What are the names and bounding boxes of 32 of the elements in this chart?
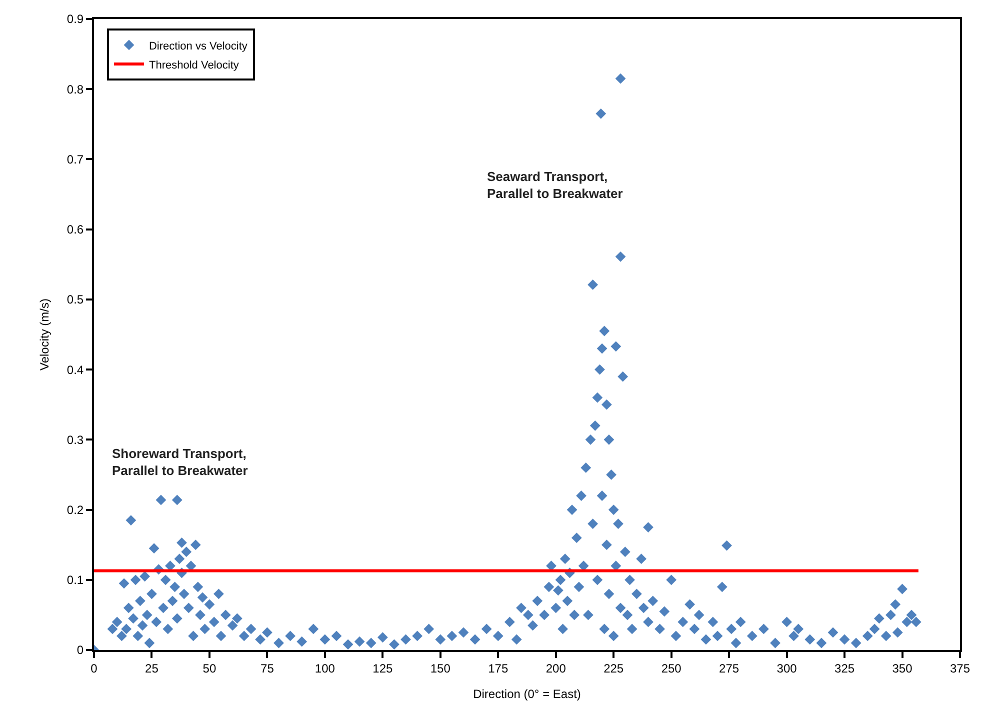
y-tick-label: 0.9 [66,12,84,26]
x-tick-label: 75 [260,661,274,676]
y-axis-title: Velocity (m/s) [38,298,52,371]
legend-label: Direction vs Velocity [148,40,248,52]
x-tick-label: 150 [430,661,451,676]
x-tick-label: 175 [488,661,508,676]
y-tick-label: 0.3 [66,432,84,447]
x-tick-label: 50 [202,661,216,676]
legend-label: Threshold Velocity [148,59,240,72]
y-tick-label: 0 [76,643,84,658]
annotation: Seaward Transport, Parallel to Breakwater [487,169,623,201]
x-tick-label: 25 [145,661,159,676]
x-tick-label: 300 [776,661,798,676]
x-tick-label: 125 [372,661,393,676]
x-tick-label: 250 [661,661,682,676]
y-tick-label: 0.4 [66,362,84,377]
x-tick-label: 225 [604,661,624,676]
x-tick-label: 100 [314,661,336,676]
x-tick-label: 200 [546,661,566,676]
x-tick-label: 275 [719,661,740,676]
y-tick-label: 0.7 [66,152,84,166]
x-axis-title: Direction (0° = East) [473,686,581,701]
y-tick-label: 0.8 [66,82,84,96]
y-tick-label: 0.5 [66,292,84,307]
y-tick-label: 0.2 [66,502,84,517]
x-tick-label: 375 [950,661,970,676]
y-tick-label: 0.1 [66,573,84,588]
x-tick-label: 325 [834,661,855,676]
x-tick-label: 350 [892,661,913,676]
x-tick-label: 0 [90,661,98,676]
annotation: Shoreward Transport, Parallel to Breakwater [112,446,248,478]
y-tick-label: 0.6 [66,222,84,237]
